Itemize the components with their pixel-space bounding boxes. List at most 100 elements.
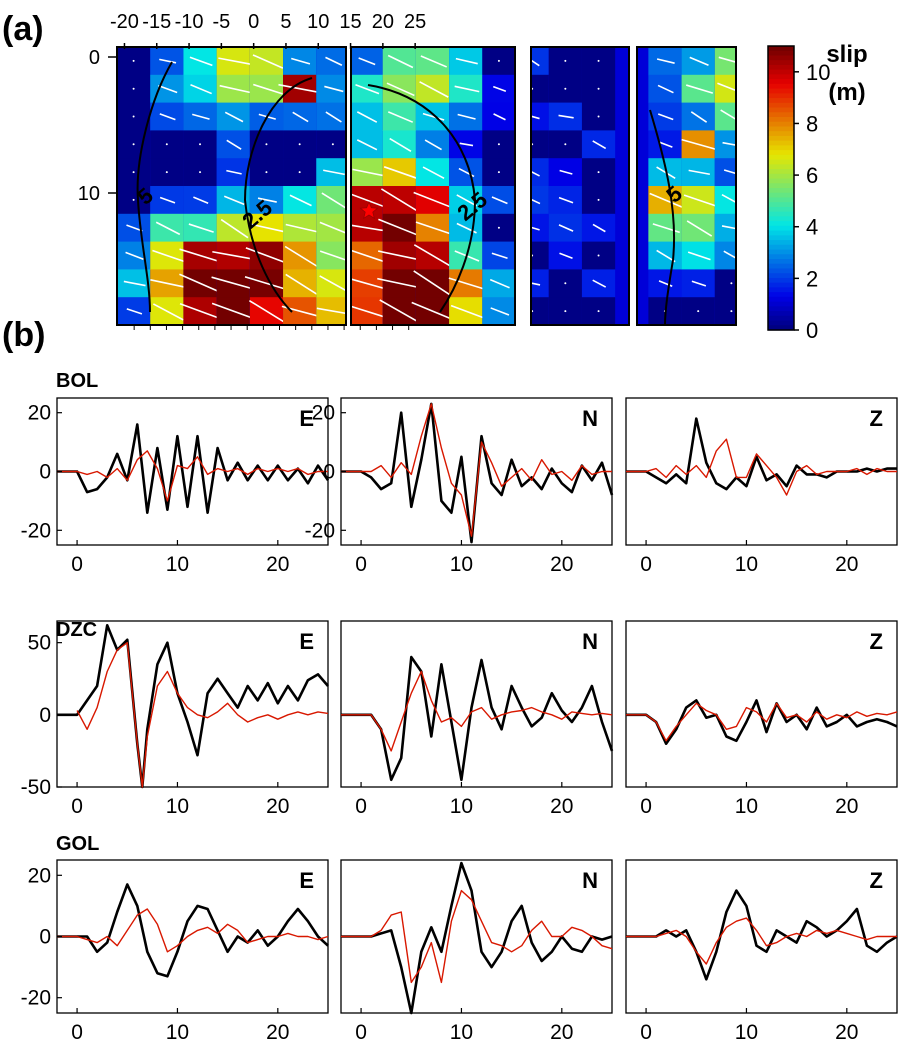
synthetic-trace — [57, 450, 328, 502]
x-tick-label: 20 — [835, 553, 858, 576]
colorbar-band — [768, 235, 794, 241]
colorbar-band — [768, 93, 794, 99]
x-tick-label: 25 — [404, 11, 426, 33]
synthetic-trace — [341, 670, 613, 752]
slip-vector — [199, 171, 202, 174]
colorbar-band — [768, 259, 794, 265]
y-tick-label: 0 — [39, 704, 51, 727]
colorbar-band — [768, 183, 794, 189]
plot-frame — [625, 859, 898, 1014]
slip-vector — [564, 282, 567, 285]
y-tick-label: -20 — [305, 519, 335, 542]
slip-vector — [525, 168, 540, 177]
slip-vector — [657, 113, 674, 121]
colorbar-band — [768, 254, 794, 260]
x-tick-label: 20 — [550, 1021, 573, 1044]
slip-vector — [656, 58, 675, 64]
panel-label-a: (a) — [2, 10, 44, 48]
slip-vector — [380, 188, 422, 214]
waveform-panel-dzc-n: N 0 10 20 — [340, 620, 614, 818]
slip-vector — [525, 196, 541, 205]
colorbar-band — [768, 74, 794, 80]
slip-vector — [298, 143, 301, 146]
x-tick-label: 10 — [450, 553, 473, 576]
x-tick-label: 0 — [640, 1021, 652, 1044]
slip-vector — [723, 169, 741, 176]
y-tick-label: 10 — [78, 183, 100, 205]
slip-cell — [531, 186, 549, 215]
slip-cell — [714, 241, 736, 270]
slip-vector — [383, 166, 419, 180]
slip-vector — [189, 56, 213, 67]
slip-vector — [190, 83, 212, 95]
slip-vector — [592, 140, 607, 150]
observed-trace — [341, 402, 614, 544]
slip-cell — [714, 186, 736, 215]
colorbar-band — [768, 145, 794, 151]
slip-vector — [387, 111, 414, 123]
slip-vector — [415, 221, 453, 236]
colorbar-band — [768, 296, 794, 303]
colorbar-band — [768, 46, 794, 52]
slip-vector — [597, 59, 600, 62]
colorbar-band — [768, 277, 794, 284]
colorbar-label: slip — [826, 41, 867, 68]
slip-vector — [358, 57, 376, 66]
slip-vector — [564, 87, 567, 90]
slip-vector — [559, 169, 573, 175]
colorbar-band — [768, 102, 794, 109]
slip-vector — [597, 171, 600, 174]
slip-vector — [413, 191, 456, 210]
colorbar-band — [768, 263, 794, 270]
slip-vector — [525, 114, 540, 120]
x-tick-label: 0 — [71, 1021, 83, 1044]
x-tick-label: 15 — [339, 11, 361, 33]
panel-label-b: (b) — [2, 316, 45, 354]
waveform-panel-bol-e: E 0 10 20 20 0 -20 — [21, 397, 330, 576]
slip-vector — [152, 249, 185, 263]
colorbar-band — [768, 154, 794, 161]
slip-vector — [492, 85, 507, 92]
colorbar-frame — [767, 45, 795, 331]
component-label: E — [299, 406, 314, 431]
colorbar-band — [768, 216, 794, 222]
waveform-panel-bol-n: N 0 10 20 20 0 -20 — [305, 397, 614, 576]
slip-vector — [298, 171, 301, 174]
slip-vector — [718, 56, 748, 67]
slip-vector — [497, 226, 500, 229]
colorbar-band — [768, 273, 794, 279]
x-tick-label: 10 — [307, 11, 329, 33]
slip-vector — [226, 139, 242, 150]
slip-vector — [721, 225, 744, 231]
slip-cell — [316, 47, 346, 76]
plot-frame — [340, 620, 613, 788]
slip-vector — [331, 143, 334, 146]
slip-cell — [531, 47, 549, 76]
colorbar-band — [768, 230, 794, 236]
slip-vector — [597, 254, 600, 257]
slip-vector — [454, 85, 480, 93]
slip-vector — [687, 251, 711, 261]
slip-vector — [730, 282, 733, 285]
slip-cell — [316, 269, 346, 298]
slip-vector — [356, 139, 378, 151]
slip-vector — [559, 252, 573, 260]
slip-contour — [243, 77, 313, 313]
slip-vector — [292, 111, 309, 123]
x-tick-label: 0 — [248, 11, 259, 33]
colorbar-band — [768, 225, 794, 232]
slip-vector — [697, 310, 700, 313]
colorbar-band — [768, 268, 794, 274]
slip-vector — [420, 55, 448, 68]
y-tick-label: 0 — [323, 461, 335, 484]
waveform-panel-dzc-z: Z 0 10 20 — [625, 620, 898, 818]
slip-cell — [531, 74, 549, 104]
slip-vector — [289, 194, 312, 207]
colorbar-unit: (m) — [828, 79, 865, 106]
x-tick-label: 10 — [450, 795, 473, 818]
colorbar-tick-label: 6 — [806, 163, 818, 188]
y-tick-label: -50 — [21, 776, 51, 799]
colorbar-tick-label: 8 — [806, 111, 818, 136]
colorbar-band — [768, 131, 794, 137]
slip-contour — [367, 84, 477, 313]
